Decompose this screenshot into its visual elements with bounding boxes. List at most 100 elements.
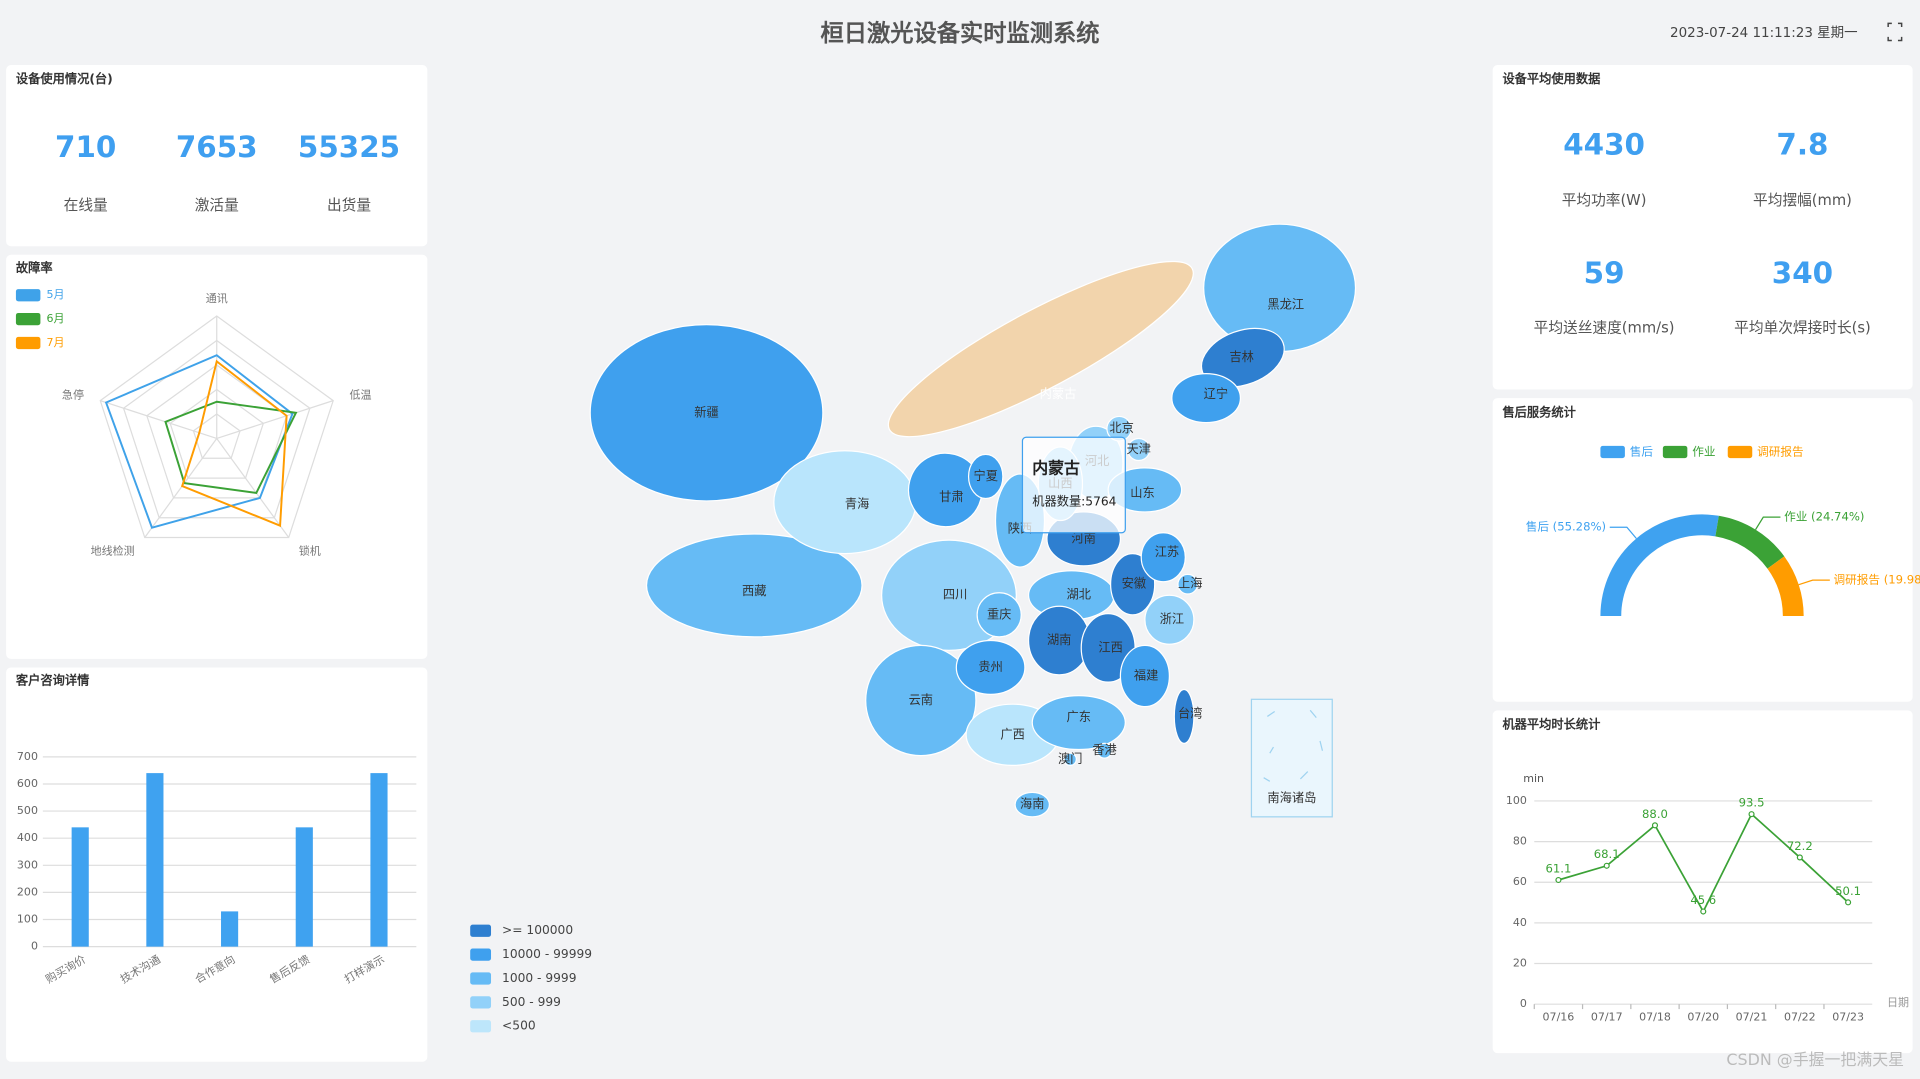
page-title: 桓日激光设备实时监测系统 <box>820 20 1099 47</box>
datetime: 2023-07-24 11:11:23 星期一 <box>1670 25 1858 41</box>
x-tick-label: 07/18 <box>1639 1011 1671 1024</box>
province-label: 澳门 <box>1058 751 1082 766</box>
radar-indicator: 地线检测 <box>91 543 135 557</box>
label-line <box>1798 579 1830 586</box>
legend-label: 7月 <box>47 336 65 349</box>
y-tick-label: 100 <box>17 913 38 926</box>
stat-value: 7653 <box>176 130 258 164</box>
radar-axis <box>100 400 217 440</box>
province-label: 青海 <box>845 496 869 511</box>
province[interactable] <box>589 323 824 502</box>
legend-label: <500 <box>502 1019 536 1033</box>
y-tick-label: 200 <box>17 885 38 898</box>
province-label: 江苏 <box>1155 544 1179 559</box>
radar-series <box>104 354 294 529</box>
legend-label: 10000 - 99999 <box>502 947 592 961</box>
legend-swatch <box>15 336 41 350</box>
radar-series <box>164 400 298 495</box>
data-label: 50.1 <box>1835 884 1861 898</box>
stat-label: 激活量 <box>195 197 239 214</box>
data-label: 45.6 <box>1690 893 1716 907</box>
legend-swatch <box>470 996 492 1009</box>
province-label: 湖北 <box>1067 587 1091 602</box>
x-tick-label: 07/17 <box>1591 1011 1623 1024</box>
province[interactable] <box>1096 742 1113 759</box>
stat-value: 59 <box>1584 256 1625 290</box>
radar-indicator: 低温 <box>349 388 371 401</box>
radar-axis <box>216 400 334 440</box>
bar <box>221 911 239 947</box>
legend-label: 调研报告 <box>1757 444 1804 458</box>
province[interactable] <box>1140 532 1186 583</box>
y-tick-label: 700 <box>17 750 38 763</box>
province[interactable] <box>1063 752 1077 767</box>
province-label: 内蒙古 <box>1040 386 1077 401</box>
province-label: 福建 <box>1134 668 1158 683</box>
pie-label: 调研报告 (19.98%) <box>1834 573 1920 587</box>
province[interactable] <box>1127 437 1151 462</box>
radar-ring <box>122 339 311 519</box>
y-axis-label: min <box>1523 772 1544 785</box>
data-label: 93.5 <box>1739 796 1765 810</box>
province[interactable] <box>871 234 1211 464</box>
panel <box>1492 398 1913 702</box>
data-label: 88.0 <box>1642 807 1668 821</box>
province[interactable] <box>1203 223 1357 353</box>
pie-slice <box>1767 556 1804 617</box>
fullscreen-button[interactable] <box>1887 22 1903 42</box>
province[interactable] <box>1031 695 1126 751</box>
province[interactable] <box>1173 688 1195 744</box>
legend-swatch <box>1600 445 1625 459</box>
province-label: 湖南 <box>1047 632 1071 647</box>
province-label: 上海 <box>1178 576 1202 591</box>
y-tick-label: 400 <box>17 831 38 844</box>
stat-label: 平均摆幅(mm) <box>1753 192 1852 209</box>
tooltip <box>1021 436 1126 534</box>
legend-label: 1000 - 9999 <box>502 971 576 985</box>
bar <box>71 827 89 947</box>
province[interactable] <box>976 592 1022 638</box>
province-label: 贵州 <box>978 660 1002 674</box>
y-tick-label: 500 <box>17 804 38 817</box>
province-label: 江西 <box>1098 640 1122 654</box>
province[interactable] <box>1119 644 1170 708</box>
province[interactable] <box>1177 573 1199 595</box>
province[interactable] <box>1193 318 1292 398</box>
province[interactable] <box>645 533 863 638</box>
legend-swatch <box>1662 445 1688 459</box>
legend-swatch <box>470 924 492 937</box>
bar <box>146 773 164 947</box>
legend-label: >= 100000 <box>502 923 573 937</box>
stat-label: 出货量 <box>327 197 371 214</box>
data-point <box>1603 862 1610 869</box>
data-point <box>1845 899 1852 906</box>
panel-title: 设备平均使用数据 <box>1502 71 1600 86</box>
province[interactable] <box>1144 594 1195 645</box>
province-label: 山东 <box>1130 486 1154 500</box>
province[interactable] <box>967 453 1004 500</box>
province[interactable] <box>1171 372 1242 424</box>
stat-label: 平均送丝速度(mm/s) <box>1534 319 1675 336</box>
province[interactable] <box>1014 791 1050 818</box>
province[interactable] <box>865 644 977 757</box>
legend-swatch <box>470 972 492 985</box>
inset-islands <box>1263 709 1324 782</box>
inset-label: 南海诸岛 <box>1267 790 1316 805</box>
x-tick-label: 07/20 <box>1687 1011 1719 1024</box>
x-tick-label: 07/16 <box>1543 1011 1575 1024</box>
stat-label: 在线量 <box>64 197 108 214</box>
province-label: 安徽 <box>1122 576 1146 591</box>
stat-value: 4430 <box>1563 127 1645 161</box>
pie-slice <box>1715 515 1785 569</box>
tooltip-text: 机器数量:5764 <box>1032 494 1116 509</box>
province[interactable] <box>955 639 1026 696</box>
legend-label: 售后 <box>1630 444 1654 458</box>
data-point <box>1796 854 1803 861</box>
legend-label: 作业 <box>1692 444 1715 458</box>
legend-label: 5月 <box>47 288 65 301</box>
province-label: 云南 <box>909 692 933 707</box>
radar-ring <box>192 413 241 459</box>
data-point <box>1555 876 1562 884</box>
stat-label: 平均功率(W) <box>1562 192 1647 209</box>
